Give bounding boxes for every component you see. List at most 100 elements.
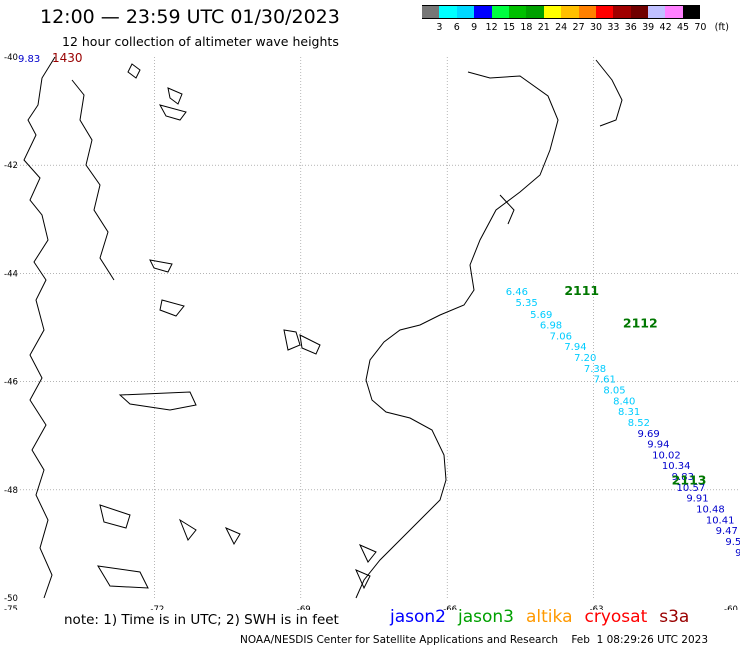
- lat-tick-label: -50: [4, 594, 18, 604]
- wave-height-label: 6.98: [540, 321, 562, 332]
- color-swatch: [665, 5, 683, 19]
- coastline-segment: [149, 259, 173, 273]
- corner-time-label: 1430: [52, 51, 83, 65]
- coastline: [23, 56, 623, 599]
- color-swatch: [422, 5, 440, 19]
- corner-value-label: 9.83: [18, 54, 40, 65]
- color-scale-tick: 33: [607, 22, 620, 33]
- color-scale-tick: 27: [572, 22, 585, 33]
- coastline-segment: [97, 565, 149, 589]
- lon-tick-label: -66: [443, 605, 457, 610]
- coastline-segment: [127, 63, 141, 79]
- color-scale-tick: 6: [453, 22, 460, 33]
- coastline-segment: [159, 104, 187, 121]
- wave-height-label: 10.02: [652, 450, 681, 461]
- wave-height-label: 6.46: [506, 287, 528, 298]
- lon-tick-label: -63: [590, 605, 604, 610]
- color-scale-tick: 45: [676, 22, 690, 33]
- wave-height-label: 10.34: [662, 461, 691, 472]
- footnote: note: 1) Time is in UTC; 2) SWH is in fe…: [64, 612, 339, 628]
- wave-height-label: 9.69: [638, 429, 660, 440]
- pass-time-label: 2112: [623, 316, 658, 331]
- coastline-segment: [224, 527, 241, 546]
- coastline-segment: [118, 391, 197, 411]
- coastline-segment: [595, 59, 623, 127]
- coastline-segment: [358, 544, 377, 563]
- color-scale-tick: 12: [485, 22, 498, 33]
- wave-height-label: 8.05: [603, 386, 625, 397]
- lon-tick-label: -75: [4, 605, 18, 610]
- color-swatches: [422, 5, 701, 19]
- wave-height-label: 8.40: [613, 396, 635, 407]
- lat-tick-label: -44: [4, 269, 18, 279]
- lat-tick-label: -42: [4, 161, 18, 171]
- wave-height-label: 9.47: [716, 526, 738, 537]
- wave-height-label: 7.38: [584, 364, 606, 375]
- wave-height-label: 5.69: [530, 310, 552, 321]
- satellite-jason3-label: jason3: [458, 607, 514, 627]
- wave-height-label: 9.91: [686, 494, 708, 505]
- wave-height-label: 10.48: [696, 505, 725, 516]
- coastline-segment: [71, 79, 115, 281]
- lon-tick-label: -60: [724, 605, 738, 610]
- axis-labels: -40 -42 -44 -46 -48 -50-75 -72 -69 -66 -63 -60: [4, 53, 738, 610]
- credit-line: NOAA/NESDIS Center for Satellite Applica…: [240, 634, 708, 646]
- wave-height-label: 7.61: [594, 375, 616, 386]
- coastline-segment: [99, 504, 131, 529]
- satellite-altika-label: altika: [526, 607, 573, 627]
- satellite-jason2-label: jason2: [390, 607, 446, 627]
- color-swatch: [648, 5, 666, 19]
- lat-tick-label: -40: [4, 53, 18, 63]
- satellite-s3a-label: s3a: [659, 607, 690, 627]
- color-swatch: [526, 5, 544, 19]
- color-swatch: [630, 5, 649, 19]
- wave-height-map: -40 -42 -44 -46 -48 -50-75 -72 -69 -66 -63 -60 6.4…: [4, 51, 740, 610]
- lon-tick-label: -69: [297, 605, 311, 610]
- color-scale-tick: 30: [589, 22, 603, 33]
- color-scale-tick: 36: [624, 22, 637, 33]
- lat-tick-label: -48: [4, 486, 18, 496]
- lat-tick-label: -46: [4, 378, 18, 388]
- color-swatch: [613, 5, 631, 19]
- color-swatch: [456, 5, 475, 19]
- color-scale-tick: 21: [537, 22, 550, 33]
- lon-tick-label: -72: [150, 605, 164, 610]
- color-scale-ticks: 3 6 9 12 15 18 21 24 27 30 33 36 39 42 45 70 (ft): [422, 22, 740, 34]
- wave-height-label: 5.35: [516, 298, 538, 309]
- color-swatch: [439, 5, 457, 19]
- wave-height-label: 9.16: [735, 548, 740, 559]
- color-swatch: [543, 5, 562, 19]
- wave-height-label: 8.52: [628, 418, 650, 429]
- color-scale-tick: 39: [642, 22, 655, 33]
- color-scale-tick: 3: [436, 22, 443, 33]
- coastline-segment: [299, 334, 321, 355]
- coastline-segment: [283, 329, 301, 351]
- coastline-segment: [159, 299, 185, 317]
- wave-height-label: 7.94: [564, 342, 586, 353]
- coastline-segment: [355, 569, 371, 590]
- color-scale-tick: 70: [694, 22, 707, 33]
- color-swatch: [508, 5, 527, 19]
- color-scale-tick: 24: [555, 22, 568, 33]
- coastline-segment: [23, 56, 56, 599]
- color-swatch: [682, 5, 701, 19]
- color-scale-tick: 42: [659, 22, 672, 33]
- wave-height-label: 8.31: [618, 407, 640, 418]
- color-scale-tick: 18: [520, 22, 533, 33]
- color-swatch: [595, 5, 614, 19]
- satellite-legend: jason2 jason3 altika cryosat s3a: [390, 607, 701, 627]
- color-swatch: [474, 5, 492, 19]
- coastline-segment: [499, 194, 515, 225]
- satellite-cryosat-label: cryosat: [584, 607, 648, 627]
- color-scale-legend: 3 6 9 12 15 18 21 24 27 30 33 36 39 42 45 70 (ft): [422, 5, 729, 33]
- lat-lon-grid: [8, 57, 740, 598]
- wave-height-label: 10.41: [706, 515, 735, 526]
- wave-height-label: 10.57: [677, 483, 706, 494]
- color-swatch: [578, 5, 596, 19]
- coastline-segment: [355, 71, 559, 599]
- coastline-segment: [167, 87, 183, 105]
- wave-height-label: 7.06: [550, 331, 572, 342]
- map-title: 12:00 — 23:59 UTC 01/30/2023: [40, 6, 340, 28]
- color-scale-tick: (ft): [714, 22, 729, 33]
- color-scale-tick: 9: [471, 22, 478, 33]
